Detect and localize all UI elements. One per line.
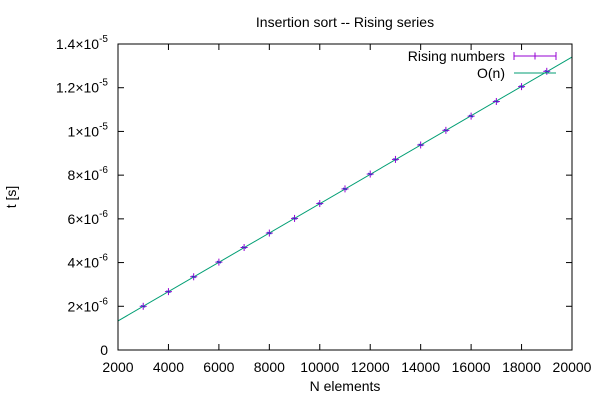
plot-frame [117, 43, 573, 351]
data-point [265, 229, 273, 237]
x-tick-label: 2000 [102, 359, 133, 375]
y-tick-label: 2×10-6 [68, 296, 109, 314]
y-axis-label: t [s] [3, 186, 19, 209]
y-tick-mantissa: 0 [100, 342, 108, 358]
data-point [391, 155, 399, 163]
legend-entry: Rising numbers [408, 48, 557, 64]
y-tick-exponent: -6 [99, 209, 108, 220]
y-tick-label: 1.4×10-5 [56, 34, 109, 52]
x-axis-label: N elements [310, 378, 381, 394]
y-tick-exponent: -5 [99, 78, 108, 89]
x-tick-label: 6000 [203, 359, 234, 375]
y-tick-mantissa: 2×10 [68, 298, 100, 314]
data-point [190, 273, 198, 281]
y-tick-label: 1×10-5 [68, 121, 109, 139]
x-tick-label: 8000 [254, 359, 285, 375]
data-point [139, 302, 147, 310]
y-tick-label: 4×10-6 [68, 253, 109, 271]
y-tick-exponent: -5 [99, 121, 108, 132]
y-tick-mantissa: 1×10 [68, 123, 100, 139]
y-tick-exponent: -6 [99, 165, 108, 176]
data-point [215, 258, 223, 266]
data-point [316, 200, 324, 208]
data-point [366, 170, 374, 178]
data-point [417, 141, 425, 149]
y-tick-label: 8×10-6 [68, 165, 109, 183]
legend-label: O(n) [477, 65, 505, 81]
plot-series [117, 56, 573, 322]
y-tick-mantissa: 1.2×10 [56, 80, 99, 96]
y-tick-label: 0 [100, 342, 108, 358]
data-point [164, 288, 172, 296]
x-tick-label: 20000 [553, 359, 592, 375]
data-point [467, 112, 475, 120]
x-tick-label: 14000 [401, 359, 440, 375]
y-tick-label: 1.2×10-5 [56, 78, 109, 96]
x-tick-label: 18000 [502, 359, 541, 375]
y-tick-exponent: -6 [99, 296, 108, 307]
y-tick-mantissa: 6×10 [68, 211, 100, 227]
y-tick-label: 6×10-6 [68, 209, 109, 227]
x-tick-label: 12000 [351, 359, 390, 375]
x-tick-label: 10000 [300, 359, 339, 375]
axis-ticks: 2000 4000 6000 8000 10000 12000 14000 16000 1800… [56, 34, 592, 375]
y-tick-mantissa: 8×10 [68, 167, 100, 183]
x-tick-label: 4000 [153, 359, 184, 375]
chart-title: Insertion sort -- Rising series [256, 14, 434, 30]
data-point [492, 97, 500, 105]
y-tick-exponent: -6 [99, 253, 108, 264]
y-tick-mantissa: 4×10 [68, 255, 100, 271]
data-point [543, 67, 551, 75]
y-tick-exponent: -5 [99, 34, 108, 45]
data-point [291, 214, 299, 222]
legend-entry: O(n) [477, 65, 556, 81]
legend-label: Rising numbers [408, 48, 505, 64]
x-tick-label: 16000 [452, 359, 491, 375]
data-point [341, 185, 349, 193]
data-point [518, 83, 526, 91]
y-tick-mantissa: 1.4×10 [56, 36, 99, 52]
data-point [442, 126, 450, 134]
data-point [240, 243, 248, 251]
